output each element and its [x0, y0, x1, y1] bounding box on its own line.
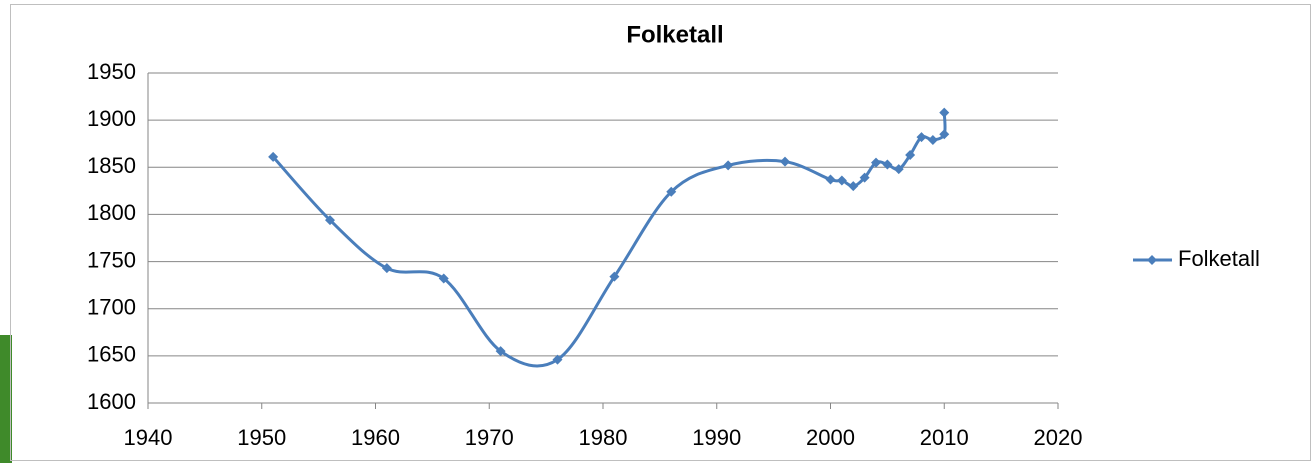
x-tick-label: 1980 — [579, 425, 628, 450]
y-tick-label: 1700 — [87, 295, 136, 320]
x-tick-label: 2000 — [806, 425, 855, 450]
point-marker — [848, 181, 858, 191]
x-tick-label: 1960 — [351, 425, 400, 450]
point-marker — [723, 160, 733, 170]
y-tick-label: 1750 — [87, 247, 136, 272]
page: Folketall 1600 1650 1700 1750 1800 1850 1900 19… — [0, 0, 1313, 463]
point-marker — [928, 135, 938, 145]
x-tick-label: 2020 — [1034, 425, 1083, 450]
y-tick-label: 1900 — [87, 106, 136, 131]
x-tick-label: 2010 — [920, 425, 969, 450]
x-tick-label: 1940 — [124, 425, 173, 450]
x-tick-label: 1990 — [692, 425, 741, 450]
y-tick-label: 1850 — [87, 153, 136, 178]
chart-title: Folketall — [626, 21, 723, 48]
legend-marker — [1147, 255, 1157, 265]
chart: Folketall 1600 1650 1700 1750 1800 1850 1900 19… — [0, 0, 1313, 463]
point-marker — [826, 175, 836, 185]
y-tick-label: 1950 — [87, 59, 136, 84]
series-line — [273, 113, 945, 366]
legend-label: Folketall — [1178, 246, 1260, 271]
y-tick-label: 1600 — [87, 389, 136, 414]
y-tick-label: 1650 — [87, 342, 136, 367]
x-tick-label: 1970 — [465, 425, 514, 450]
x-tick-label: 1950 — [237, 425, 286, 450]
point-marker — [939, 108, 949, 118]
point-marker — [780, 157, 790, 167]
y-tick-label: 1800 — [87, 200, 136, 225]
